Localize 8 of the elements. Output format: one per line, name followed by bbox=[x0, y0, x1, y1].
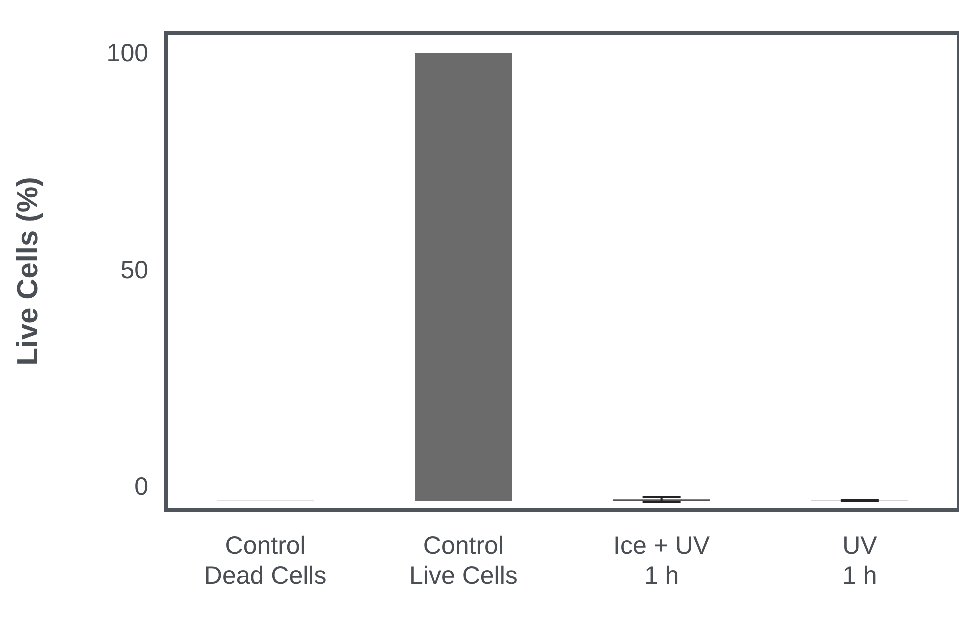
y-tick-label: 0 bbox=[134, 473, 149, 502]
x-tick-label: UV 1 h bbox=[842, 532, 878, 590]
x-tick-label: Ice + UV 1 h bbox=[614, 532, 710, 590]
x-tick-label: Control Dead Cells bbox=[204, 532, 327, 590]
y-tick-label: 100 bbox=[106, 40, 149, 68]
y-tick-label: 50 bbox=[120, 256, 149, 284]
x-tick-label: Control Live Cells bbox=[410, 532, 518, 590]
y-axis-title: Live Cells (%) bbox=[12, 177, 44, 366]
